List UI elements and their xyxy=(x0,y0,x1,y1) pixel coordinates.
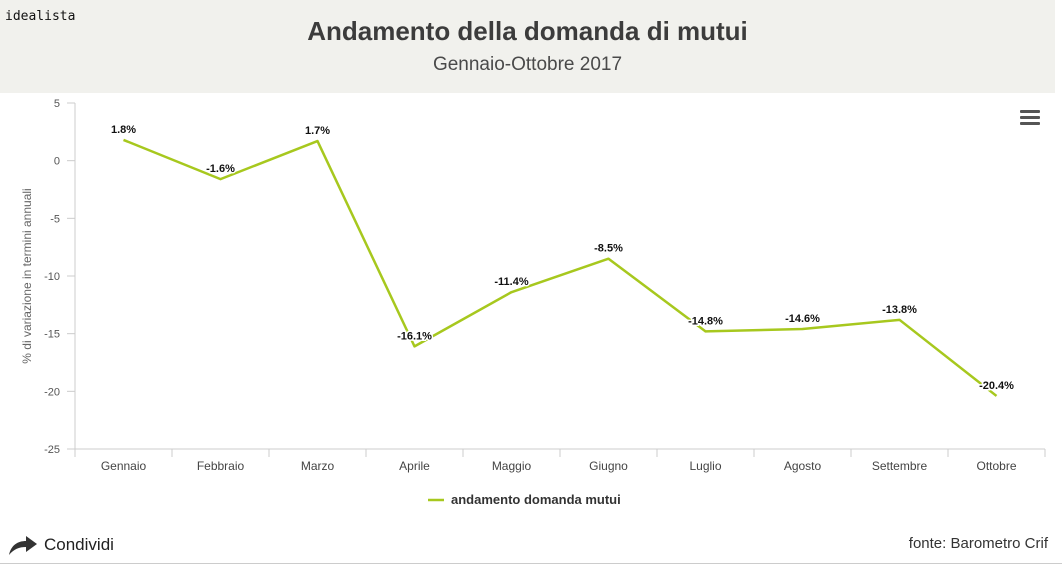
y-tick-label: -15 xyxy=(44,329,60,341)
data-label: -14.8% xyxy=(688,315,723,327)
data-label: 1.7% xyxy=(305,125,330,137)
data-point[interactable] xyxy=(316,139,320,143)
data-label: 1.8% xyxy=(111,124,136,136)
x-tick-label: Marzo xyxy=(301,459,335,473)
data-point[interactable] xyxy=(607,257,611,261)
y-tick-label: -20 xyxy=(44,386,60,398)
data-label: -20.4% xyxy=(979,380,1014,392)
x-tick-label: Luglio xyxy=(689,459,721,473)
x-tick-label: Giugno xyxy=(589,459,628,473)
x-tick-label: Gennaio xyxy=(101,459,147,473)
data-label: -11.4% xyxy=(494,276,528,288)
share-arrow-icon xyxy=(9,536,37,555)
x-tick-label: Agosto xyxy=(784,459,822,473)
data-point[interactable] xyxy=(219,177,223,181)
data-point[interactable] xyxy=(801,327,805,331)
hamburger-menu-icon[interactable] xyxy=(1020,110,1040,126)
data-point[interactable] xyxy=(995,394,999,398)
y-axis-title: % di variazione in termini annuali xyxy=(20,188,34,363)
brand-logo: idealista xyxy=(5,9,76,24)
share-label: Condividi xyxy=(44,535,114,554)
x-tick-label: Settembre xyxy=(872,459,928,473)
series-layer: 1.8% -1.6% 1.7% -16.1% -11.4% -8.5% -14.8% -14.… xyxy=(109,122,1016,398)
x-axis: Gennaio Febbraio Marzo Aprile Maggio Giugno Lu… xyxy=(74,448,1046,473)
chart-title: Andamento della domanda di mutui xyxy=(307,16,748,46)
source-credit: fonte: Barometro Crif xyxy=(908,535,1048,552)
data-point[interactable] xyxy=(704,329,708,333)
series-line[interactable] xyxy=(123,138,998,397)
legend-label[interactable]: andamento domanda mutui xyxy=(451,492,621,507)
y-axis: 5 0 -5 -10 -15 -20 -25 % di variazione in termi… xyxy=(20,98,76,456)
data-point[interactable] xyxy=(510,290,514,294)
data-label: -14.6% xyxy=(785,313,820,325)
chart-header: idealista Andamento della domanda di mut… xyxy=(0,0,1055,93)
x-tick-label: Maggio xyxy=(492,459,532,473)
x-tick-label: Febbraio xyxy=(197,459,245,473)
x-tick-label: Ottobre xyxy=(976,459,1016,473)
share-button[interactable]: Condividi xyxy=(8,534,114,556)
data-point[interactable] xyxy=(122,138,126,142)
data-label: -8.5% xyxy=(594,243,623,255)
data-label: -16.1% xyxy=(397,330,432,342)
data-point[interactable] xyxy=(898,318,902,322)
data-label: -1.6% xyxy=(206,163,235,175)
y-tick-label: -25 xyxy=(44,444,60,456)
y-tick-label: 0 xyxy=(54,156,60,168)
line-chart: 5 0 -5 -10 -15 -20 -25 % di variazione in termi… xyxy=(20,98,1046,507)
x-tick-label: Aprile xyxy=(399,459,430,473)
legend[interactable]: andamento domanda mutui xyxy=(428,492,621,507)
y-tick-label: -10 xyxy=(44,271,60,283)
y-tick-label: 5 xyxy=(54,98,60,110)
data-point[interactable] xyxy=(413,344,417,348)
bottom-divider xyxy=(0,563,1062,564)
y-tick-label: -5 xyxy=(50,213,60,225)
data-label: -13.8% xyxy=(882,304,917,316)
chart-subtitle: Gennaio-Ottobre 2017 xyxy=(432,54,623,75)
